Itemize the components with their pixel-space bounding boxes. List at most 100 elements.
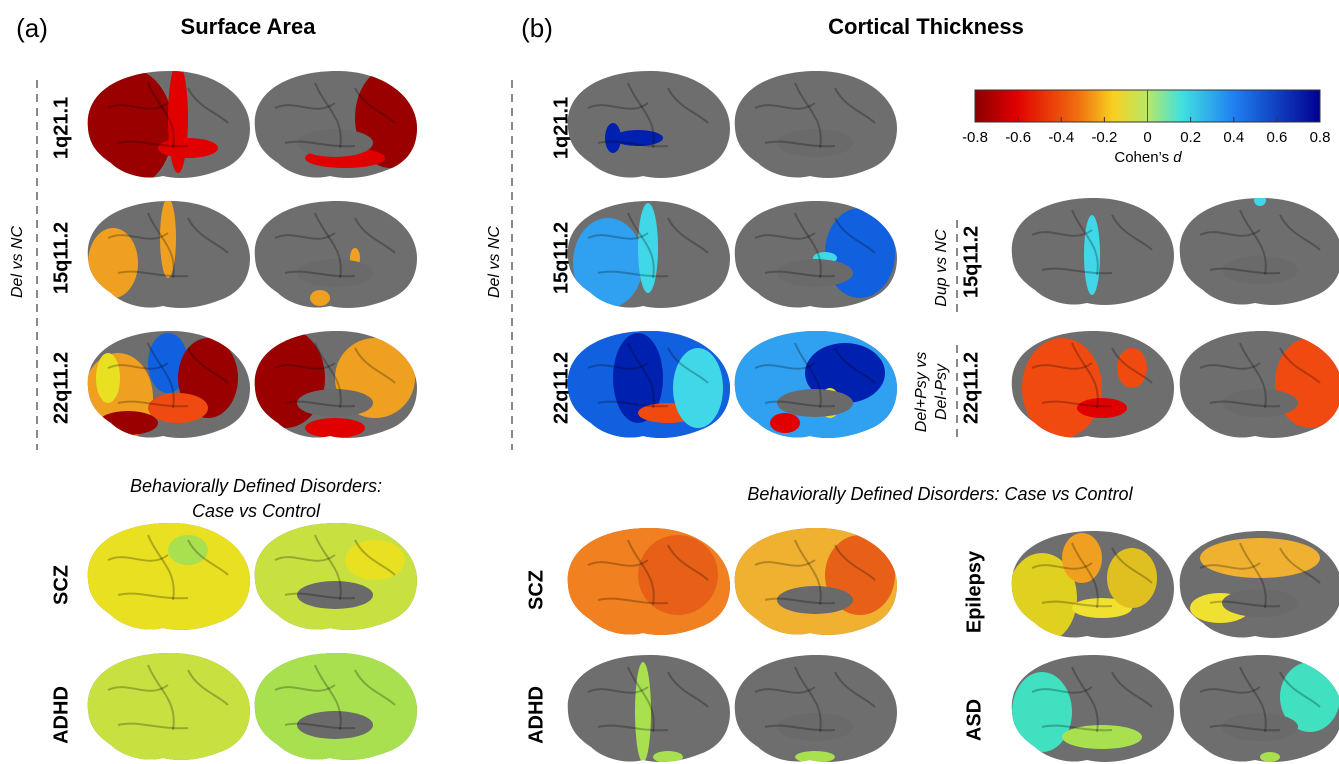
- brain-outline: [735, 71, 897, 178]
- brain: [235, 500, 435, 660]
- brain: [1180, 331, 1339, 438]
- brain-outline: [735, 655, 897, 762]
- brain-outline: [568, 71, 730, 178]
- brain-region: [1254, 194, 1266, 206]
- brain: [235, 630, 435, 764]
- colorbar-tick-label: 0.8: [1310, 129, 1331, 146]
- brain-region: [1062, 533, 1102, 583]
- row-label: ADHD: [50, 686, 72, 744]
- colorbar-tick-label: -0.6: [1005, 129, 1031, 146]
- brain-surface: [235, 630, 435, 764]
- brain-region: [148, 393, 208, 423]
- brain-region: [795, 751, 835, 763]
- brain: [1012, 198, 1174, 305]
- brain-region: [635, 662, 651, 762]
- brain-region: [305, 418, 365, 438]
- brain: [88, 198, 250, 308]
- colorbar-label: Cohen’s d: [1114, 149, 1182, 166]
- brain-region: [310, 290, 330, 306]
- row-label: 15q11.2: [50, 222, 72, 294]
- brain: [735, 655, 897, 763]
- brain: [1180, 194, 1339, 305]
- brain-surface: [548, 505, 748, 665]
- group-label: Del-Psy: [933, 363, 950, 420]
- brain: [1007, 531, 1174, 643]
- colorbar-tick-label: 0.4: [1223, 129, 1244, 146]
- brain: [548, 308, 748, 468]
- brain: [1180, 655, 1339, 762]
- row-label: SCZ: [525, 570, 547, 610]
- section-title: Case vs Control: [192, 501, 321, 521]
- brain: [715, 308, 915, 468]
- brain-surface: [715, 505, 915, 665]
- brain-region: [168, 535, 208, 565]
- colorbar-tick-label: -0.8: [962, 129, 988, 146]
- brain: [735, 71, 897, 178]
- brain-outline: [1180, 198, 1339, 305]
- brain-region: [158, 138, 218, 158]
- brain-region: [83, 68, 173, 188]
- brain: [68, 630, 268, 764]
- brain-region: [1022, 338, 1102, 438]
- brain-region: [96, 353, 120, 403]
- panel-label: (a): [16, 13, 48, 43]
- brain: [1012, 331, 1174, 438]
- row-label: 22q11.2: [960, 352, 982, 424]
- brain-region: [1062, 725, 1142, 749]
- section-title: Behaviorally Defined Disorders:: [130, 476, 382, 496]
- figure: (a) Surface Area (b) Cortical Thickness Del …: [0, 0, 1339, 764]
- colorbar-tick-label: 0.6: [1266, 129, 1287, 146]
- brain: [255, 68, 425, 178]
- brain: [548, 505, 748, 665]
- brain: [1180, 531, 1339, 638]
- brain-region: [1012, 672, 1072, 752]
- brain-region: [673, 348, 723, 428]
- colorbar-label-symbol: d: [1173, 149, 1182, 166]
- panel-title: Cortical Thickness: [828, 14, 1024, 39]
- group-label: Del vs NC: [486, 226, 503, 298]
- brain: [568, 655, 730, 763]
- brain-region: [653, 751, 683, 763]
- row-label: 15q11.2: [960, 226, 982, 298]
- row-label: ADHD: [525, 686, 547, 744]
- brain-region: [235, 630, 435, 764]
- brain-region: [88, 228, 138, 298]
- colorbar-label-text: Cohen’s: [1114, 149, 1169, 166]
- brain: [568, 71, 730, 178]
- brain-region: [1107, 548, 1157, 608]
- brain-region: [68, 500, 268, 660]
- brain-region: [1200, 538, 1320, 578]
- brain: [255, 201, 417, 308]
- brain-region: [68, 630, 268, 764]
- group-label: Del+Psy vs: [913, 352, 930, 432]
- group-label: Dup vs NC: [933, 229, 950, 307]
- colorbar-tick-label: -0.2: [1091, 129, 1117, 146]
- brain-region: [1260, 752, 1280, 762]
- row-label: Epilepsy: [963, 550, 985, 633]
- brain: [735, 201, 897, 308]
- brain-region: [573, 218, 643, 308]
- brain-region: [770, 413, 800, 433]
- panel-label: (b): [521, 13, 553, 43]
- brain-surface: [235, 500, 435, 660]
- row-label: 1q21.1: [50, 97, 72, 159]
- colorbar-tick-label: -0.4: [1048, 129, 1074, 146]
- brain-surface: [68, 500, 268, 660]
- row-label: 22q11.2: [50, 352, 72, 424]
- group-label: Del vs NC: [9, 226, 26, 298]
- colorbar-tick-label: 0: [1143, 129, 1151, 146]
- brain-surface: [715, 308, 915, 468]
- brain-region: [98, 411, 158, 435]
- brain: [568, 201, 730, 308]
- row-label: SCZ: [50, 565, 72, 605]
- brain-region: [235, 500, 435, 660]
- brain-outline: [255, 201, 417, 308]
- brain: [245, 328, 417, 438]
- brain: [83, 63, 250, 188]
- brain-region: [1077, 398, 1127, 418]
- brain-region: [1084, 215, 1100, 295]
- brain: [83, 331, 250, 443]
- panel-title: Surface Area: [181, 14, 317, 39]
- brain-surface: [68, 630, 268, 764]
- brain-surface: [548, 308, 748, 468]
